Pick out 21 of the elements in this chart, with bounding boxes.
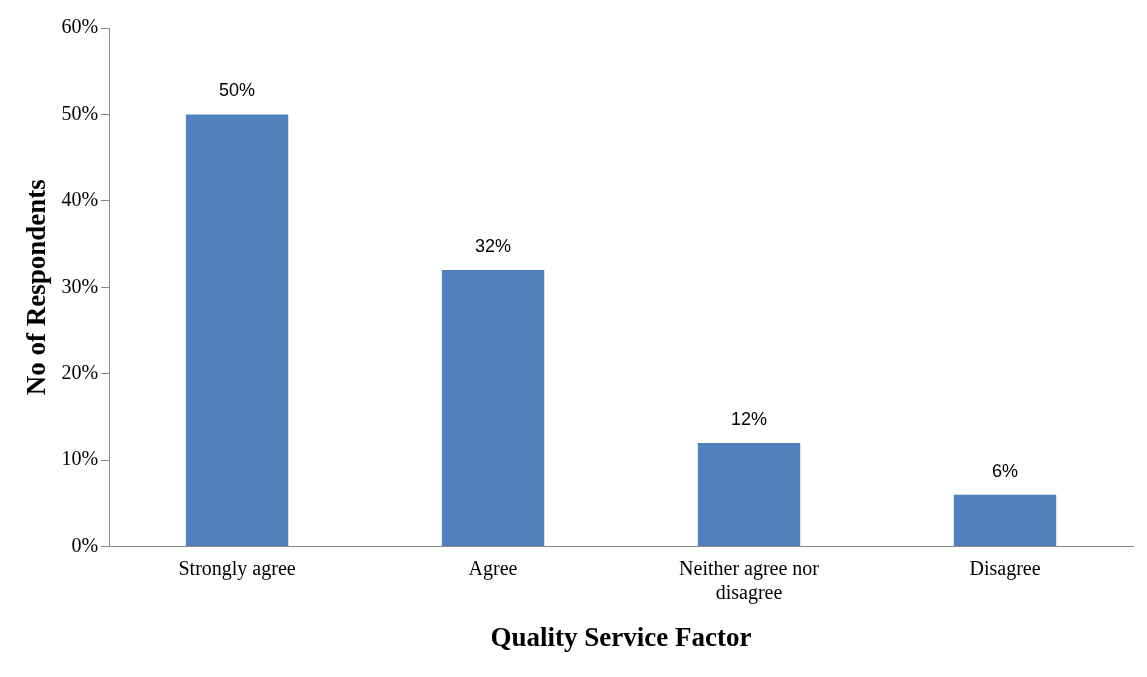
bar xyxy=(697,442,801,547)
data-label: 12% xyxy=(731,408,768,429)
bar xyxy=(441,270,545,547)
y-tick-label: 0% xyxy=(71,533,99,556)
y-tick-label: 50% xyxy=(61,101,99,124)
data-label: 6% xyxy=(992,460,1019,481)
x-tick-label: Agree xyxy=(468,556,518,580)
data-label: 32% xyxy=(475,235,512,256)
y-tick-label: 60% xyxy=(61,15,99,38)
x-tick-label: Neither agree nor disagree xyxy=(679,556,820,604)
bar xyxy=(953,494,1057,547)
x-tick-label: Disagree xyxy=(969,556,1041,580)
y-tick-label: 30% xyxy=(61,274,99,297)
y-tick-label: 20% xyxy=(61,360,99,383)
x-tick-label: Strongly agree xyxy=(178,556,296,580)
y-axis-title: No of Respondents xyxy=(21,179,52,396)
x-axis-title: Quality Service Factor xyxy=(490,621,752,652)
data-label: 50% xyxy=(219,80,256,101)
bar xyxy=(185,114,289,547)
y-tick-label: 10% xyxy=(61,447,99,470)
y-tick-label: 40% xyxy=(61,188,99,211)
